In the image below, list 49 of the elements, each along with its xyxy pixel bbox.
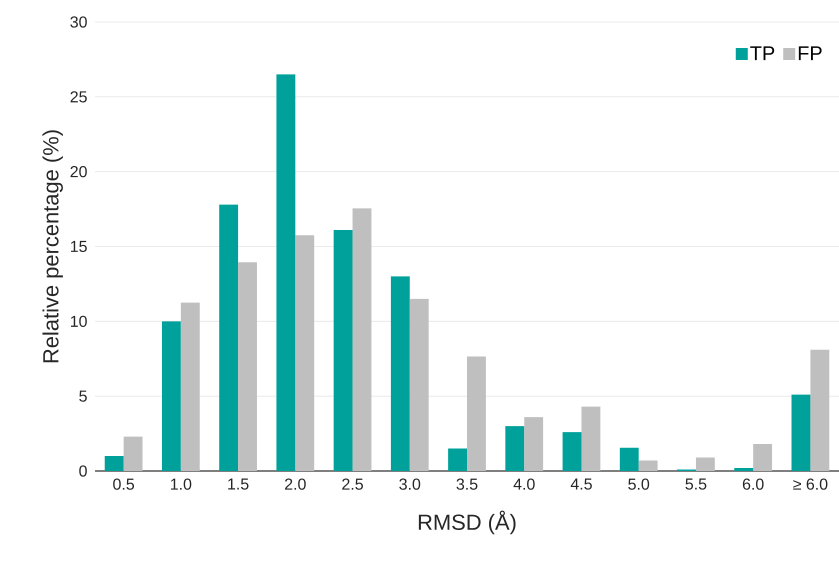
bar	[467, 356, 486, 471]
bar	[295, 235, 314, 471]
bar	[238, 262, 257, 471]
y-tick-label: 0	[79, 465, 87, 477]
bar	[104, 456, 124, 471]
y-axis-title: Relative percentage (%)	[42, 130, 63, 362]
y-tick-label: 20	[70, 166, 87, 178]
bar	[124, 436, 143, 471]
bar	[352, 208, 372, 471]
bar	[696, 458, 715, 471]
x-tick-label: 4.5	[570, 478, 592, 490]
x-tick-label: ≥ 6.0	[793, 478, 828, 490]
y-tick-label: 5	[79, 390, 87, 402]
x-tick-label: 5.0	[628, 478, 650, 490]
x-tick-label: 5.5	[685, 478, 706, 490]
x-tick-label: 6.0	[742, 478, 764, 490]
bar	[581, 406, 600, 471]
bar	[448, 448, 468, 471]
bar	[524, 417, 544, 471]
x-tick-label: 0.5	[113, 478, 134, 490]
legend-label: FP	[798, 46, 822, 60]
x-tick-label: 3.5	[456, 478, 478, 490]
y-tick-label: 30	[70, 16, 87, 28]
x-tick-label: 2.0	[285, 478, 306, 490]
bar	[810, 350, 830, 471]
x-tick-label: 2.5	[342, 478, 363, 490]
bar	[276, 74, 296, 471]
x-tick-label: 3.0	[399, 478, 420, 490]
bar	[753, 444, 772, 471]
bar	[334, 230, 353, 471]
y-tick-label: 15	[70, 240, 87, 252]
legend-label: TP	[750, 46, 774, 60]
bar	[638, 460, 658, 471]
bar	[162, 321, 181, 471]
bar	[219, 204, 238, 471]
x-tick-label: 1.5	[228, 478, 248, 490]
bar	[792, 394, 810, 471]
x-tick-label: 1.0	[170, 478, 192, 490]
y-tick-label: 10	[70, 316, 87, 327]
bar	[562, 432, 582, 471]
bar	[620, 448, 639, 471]
bar	[410, 298, 429, 471]
bar	[505, 426, 524, 471]
bar	[180, 302, 200, 471]
y-tick-label: 25	[70, 91, 87, 102]
x-tick-label: 4.0	[514, 478, 535, 490]
x-axis-title: RMSD (Å)	[418, 510, 516, 534]
bar	[390, 276, 410, 471]
bar	[734, 468, 754, 471]
